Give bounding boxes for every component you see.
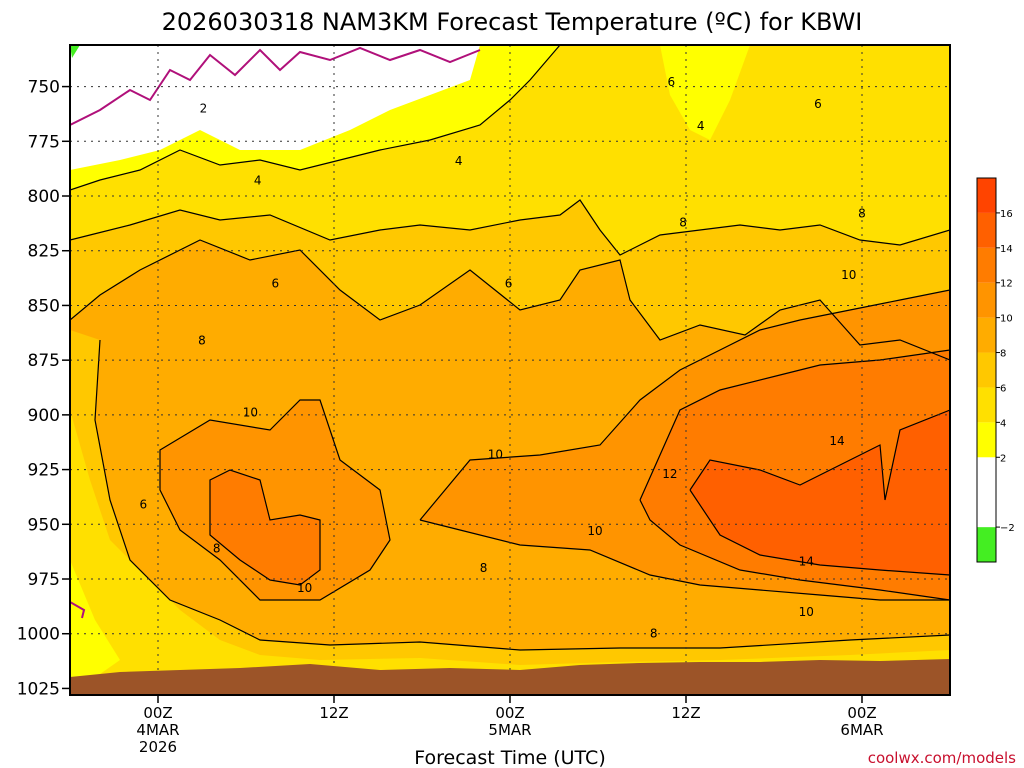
x-tick-label-2-1: 5MAR: [488, 721, 531, 739]
freezing-line: [70, 46, 481, 126]
ground-below-surface: [70, 659, 950, 695]
x-tick-label-4-0: 00Z: [847, 704, 876, 722]
contour-label-1: 4: [254, 174, 262, 188]
x-tick-label-0-1: 4MAR: [136, 721, 179, 739]
contour-label-20: 10: [799, 605, 814, 619]
y-tick-label-1: 775: [28, 132, 60, 152]
x-tick-label-3-0: 12Z: [671, 704, 700, 722]
colorbar-swatch-6: [977, 317, 996, 353]
colorbar-label-2: 4: [1000, 418, 1006, 429]
y-tick-label-11: 1025: [17, 679, 60, 699]
contour-label-15: 10: [841, 268, 856, 282]
y-tick-label-8: 950: [28, 515, 60, 535]
contour-line-4: [70, 199, 950, 256]
colorbar-swatch-10: [977, 178, 996, 213]
contour-line-14: [689, 409, 950, 576]
contour-label-13: 8: [650, 627, 658, 641]
contour-label-6: 6: [272, 277, 280, 291]
contour-line-8: [94, 339, 950, 651]
colorbar-label-1: 2: [1000, 453, 1006, 464]
contour-line-12-right: [639, 349, 950, 601]
contour-line-6: [70, 239, 950, 361]
contour-label-17: 10: [488, 447, 503, 461]
credit-text: coolwx.com/models: [868, 749, 1016, 767]
chart-title: 2026030318 NAM3KM Forecast Temperature (…: [162, 8, 863, 36]
contour-label-12: 8: [480, 561, 488, 575]
x-tick-label-4-1: 6MAR: [840, 721, 883, 739]
y-tick-label-5: 875: [28, 351, 60, 371]
y-tick-label-9: 975: [28, 570, 60, 590]
colorbar-swatch-2: [977, 457, 996, 493]
temp-band-10-12: [160, 400, 390, 600]
contour-label-10: 8: [198, 333, 206, 347]
contour-label-2: 4: [455, 154, 463, 168]
contour-label-19: 10: [297, 581, 312, 595]
y-tick-label-0: 750: [28, 78, 60, 98]
freezing-line-bottom: [70, 601, 86, 619]
colorbar-swatch-9: [977, 212, 996, 248]
colorbar-swatch-0: [977, 527, 996, 562]
colorbar-border: [976, 177, 997, 563]
y-tick-label-4: 850: [28, 296, 60, 316]
temp-band-above-freezing: [70, 45, 480, 170]
temp-band-12-14-left: [210, 470, 320, 585]
contour-label-18: 10: [587, 524, 602, 538]
colorbar-swatch-5: [977, 352, 996, 388]
contour-label-14: 6: [140, 498, 148, 512]
x-tick-label-0-2: 2026: [139, 738, 177, 756]
contour-label-4: 6: [668, 75, 676, 89]
temp-band-2-4-bottom: [70, 560, 120, 695]
y-tick-label-7: 925: [28, 461, 60, 481]
contour-line-12-left: [209, 469, 321, 586]
colorbar-label-3: 6: [1000, 383, 1006, 394]
colorbar-swatch-8: [977, 247, 996, 283]
x-axis-label: Forecast Time (UTC): [414, 747, 605, 768]
x-tick-label-0-0: 00Z: [143, 704, 172, 722]
contour-label-23: 14: [799, 554, 814, 568]
contour-label-7: 6: [505, 277, 513, 291]
contour-label-5: 6: [814, 97, 822, 111]
contour-label-8: 8: [679, 215, 687, 229]
contour-label-0: 2: [200, 101, 208, 115]
contour-label-21: 12: [662, 467, 677, 481]
contour-label-16: 10: [243, 406, 258, 420]
colorbar-label-6: 12: [1000, 279, 1013, 290]
colorbar-label-5: 10: [1000, 314, 1013, 325]
contour-label-22: 14: [829, 434, 844, 448]
colorbar-swatch-3: [977, 422, 996, 458]
colorbar-swatch-4: [977, 387, 996, 423]
y-tick-label-3: 825: [28, 242, 60, 262]
plot-area: 2 4 4 4 6 6 6 6 8 8 8 8 8 8 6 10 10 10 10 10 10 12 14 14: [70, 45, 950, 695]
contour-label-9: 8: [858, 207, 866, 221]
colorbar: −2 2 4 6 8 10 12 14 16: [976, 177, 1015, 563]
colorbar-label-0: −2: [1000, 523, 1015, 534]
x-tick-label-2-0: 00Z: [495, 704, 524, 722]
y-tick-label-10: 1000: [17, 625, 60, 645]
colorbar-swatch-1: [977, 492, 996, 528]
colorbar-label-8: 16: [1000, 209, 1013, 220]
colorbar-label-4: 8: [1000, 349, 1006, 360]
contour-label-3: 4: [697, 119, 705, 133]
contour-line-10-left: [159, 399, 391, 601]
temp-band-below-freezing: [70, 45, 80, 58]
temp-band-14-16: [690, 410, 950, 575]
temp-band-2-4-right: [660, 45, 750, 140]
y-tick-label-2: 800: [28, 187, 60, 207]
contour-label-11: 8: [213, 541, 221, 555]
colorbar-swatch-7: [977, 282, 996, 318]
colorbar-label-7: 14: [1000, 244, 1013, 255]
contour-labels: 2 4 4 4 6 6 6 6 8 8 8 8 8 8 6 10 10 10 10 10 10 12 14 14: [140, 75, 866, 641]
x-tick-label-1-0: 12Z: [319, 704, 348, 722]
contour-line-2: [70, 45, 561, 191]
y-axis: 750 775 800 825 850 875 900 925 950 975 1000 1025: [17, 78, 70, 699]
y-tick-label-6: 900: [28, 406, 60, 426]
